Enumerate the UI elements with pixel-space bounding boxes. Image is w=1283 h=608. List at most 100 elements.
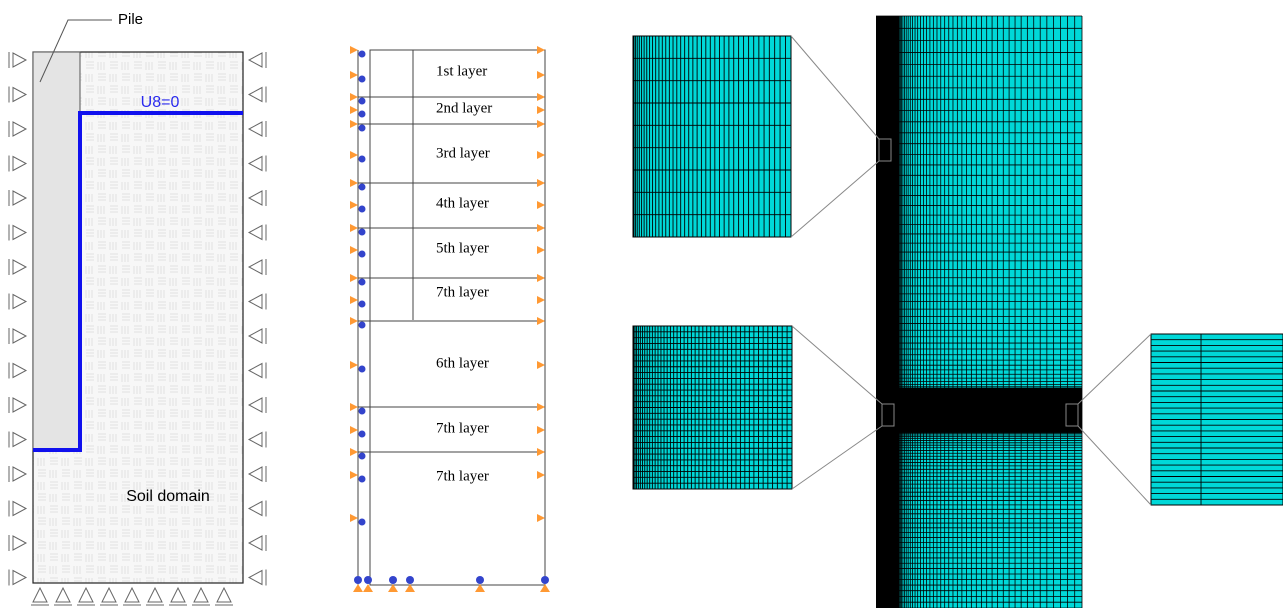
zoom-line [1078,334,1151,404]
load-arrow [350,93,358,101]
constraint [364,576,372,584]
support [249,260,262,274]
load-arrow [350,514,358,522]
constraint [476,576,484,584]
support [79,588,93,602]
support [249,122,262,136]
constraint [359,156,366,163]
mesh-area [876,16,1082,608]
constraint [359,322,366,329]
support [125,588,139,602]
load-arrow [350,120,358,128]
support [249,157,262,171]
support [13,226,26,240]
load-arrow [537,120,545,128]
load-arrow [537,201,545,209]
layer-label: 3rd layer [436,145,490,161]
load-arrow [350,246,358,254]
support [13,191,26,205]
constraint [359,111,366,118]
support [249,433,262,447]
layer-label: 4th layer [436,195,489,211]
constraint [406,576,414,584]
support [249,364,262,378]
zoom-line [791,161,879,237]
support [249,88,262,102]
load-arrow [537,296,545,304]
constraint [541,576,549,584]
constraint [359,476,366,483]
support [13,364,26,378]
pile-mesh [876,16,898,608]
figure: Pile U8=0 Soil domain 1st layer2nd layer… [0,0,1283,608]
layer-box [370,50,545,585]
support [194,588,208,602]
layer-label: 7th layer [436,284,489,300]
support [249,191,262,205]
support [249,467,262,481]
support [13,502,26,516]
support [13,536,26,550]
support [249,53,262,67]
load-arrow [350,296,358,304]
load-arrow [537,46,545,54]
load-arrow [350,179,358,187]
support [13,571,26,585]
support [249,226,262,240]
support [171,588,185,602]
constraint [359,408,366,415]
support [56,588,70,602]
load-arrow [537,224,545,232]
load-arrow [537,179,545,187]
support [13,260,26,274]
zoom-line [792,426,882,489]
support [13,122,26,136]
support [33,588,47,602]
support [249,295,262,309]
constraint [359,98,366,105]
load-arrow [350,201,358,209]
zoom-line [1078,426,1151,505]
constraint [359,206,366,213]
load-arrow [537,246,545,254]
support [148,588,162,602]
layer-label: 5th layer [436,240,489,256]
layer-label: 6th layer [436,355,489,371]
constraint [359,76,366,83]
load-arrow [350,106,358,114]
constraint [359,229,366,236]
constraint [359,51,366,58]
support [13,53,26,67]
constraint [359,366,366,373]
load-arrow [350,361,358,369]
support [249,502,262,516]
load-arrow [537,71,545,79]
constraint [359,301,366,308]
load-arrow [537,426,545,434]
support [13,467,26,481]
inset [633,36,791,237]
constraint [354,576,362,584]
load-arrow [537,93,545,101]
support [102,588,116,602]
panel-model: Pile U8=0 Soil domain [9,11,266,605]
boundary-label: U8=0 [141,94,180,111]
load-arrow [350,426,358,434]
pile [33,52,80,450]
layer-label: 2nd layer [436,100,492,116]
support [13,329,26,343]
load-arrow [350,448,358,456]
load-arrow [537,317,545,325]
load-arrow [537,151,545,159]
constraint [359,125,366,132]
layer-label: 7th layer [436,420,489,436]
zoom-line [791,36,879,139]
load-arrow [350,71,358,79]
load-arrow [537,361,545,369]
support [249,398,262,412]
load-arrow [537,403,545,411]
layer-label: 7th layer [436,468,489,484]
load-arrow [353,584,363,592]
panel-mesh [633,16,1283,608]
